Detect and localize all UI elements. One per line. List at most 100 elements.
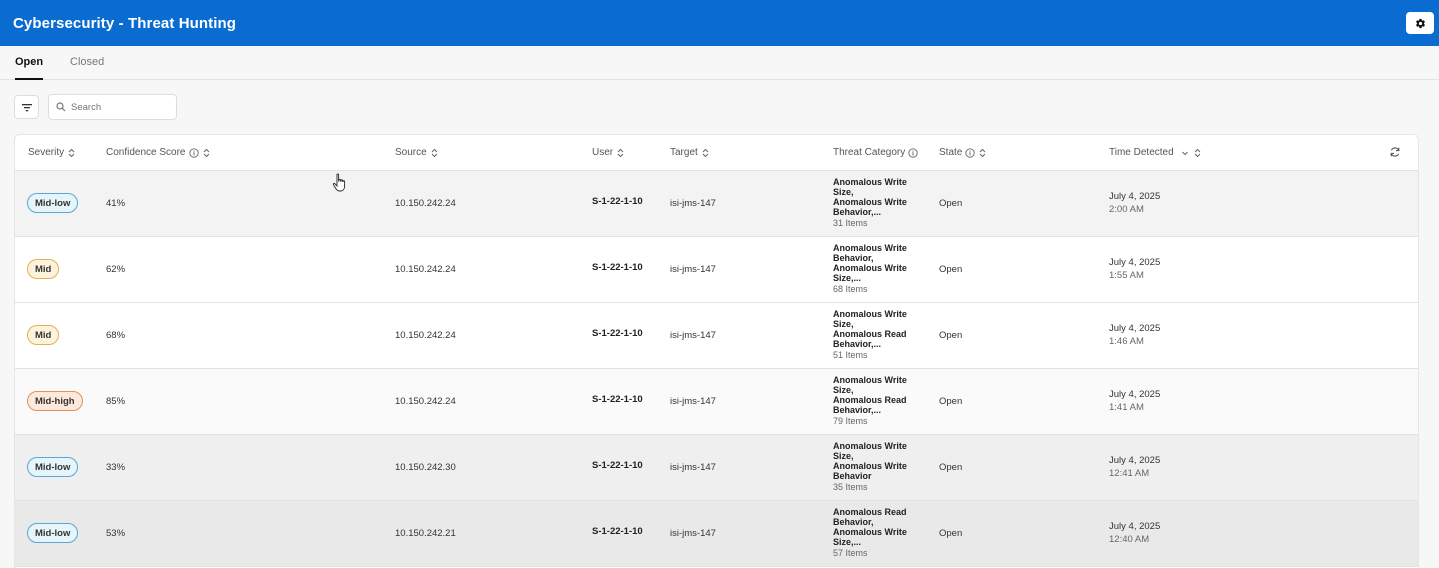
category-line: Anomalous Read — [833, 329, 907, 339]
threat-category: Anomalous Write Size, Anomalous Write Behav… — [833, 177, 933, 228]
category-line: Size, — [833, 451, 854, 461]
page-title: Cybersecurity - Threat Hunting — [13, 14, 237, 32]
col-severity[interactable]: Severity — [28, 147, 76, 158]
category-line: Behavior,... — [833, 207, 882, 217]
category-line: Size,... — [833, 537, 862, 547]
chevron-down-icon — [1181, 151, 1188, 155]
severity-badge: Mid-low — [27, 457, 79, 477]
category-line: Anomalous Read — [833, 507, 907, 517]
category-line: Size, — [833, 187, 854, 197]
category-line: Anomalous Write — [833, 375, 907, 385]
time-detected: July 4, 2025 2:00 AM — [1109, 190, 1160, 216]
user-id: S-1-22-1-10 — [592, 196, 643, 207]
confidence-score: 53% — [106, 528, 126, 539]
user-id: S-1-22-1-10 — [592, 262, 643, 273]
time: 12:41 AM — [1109, 468, 1150, 479]
source-ip: 10.150.242.21 — [395, 528, 456, 539]
table-row[interactable]: Mid-low 33% 10.150.242.30 S-1-22-1-10 is… — [15, 435, 1418, 501]
time: 1:46 AM — [1109, 336, 1144, 347]
time-detected: July 4, 2025 1:41 AM — [1109, 388, 1160, 414]
category-line: Anomalous Write — [833, 263, 907, 273]
threat-category: Anomalous Read Behavior, Anomalous Write Si… — [833, 507, 933, 558]
col-threat-category[interactable]: Threat Category — [833, 147, 918, 158]
confidence-score: 68% — [106, 330, 126, 341]
table-row[interactable]: Mid-low 41% 10.150.242.24 S-1-22-1-10 is… — [15, 171, 1418, 237]
time-detected: July 4, 2025 1:46 AM — [1109, 322, 1160, 348]
col-source[interactable]: Source — [395, 147, 439, 158]
col-state[interactable]: State — [939, 147, 987, 158]
col-confidence[interactable]: Confidence Score — [106, 147, 211, 158]
category-count: 51 Items — [833, 350, 868, 360]
tab-bar: Open Closed — [0, 46, 1439, 80]
col-time-detected-label: Time Detected — [1109, 147, 1174, 158]
time: 1:55 AM — [1109, 270, 1144, 281]
state: Open — [939, 462, 963, 473]
user-id: S-1-22-1-10 — [592, 394, 643, 405]
tab-open[interactable]: Open — [15, 56, 44, 80]
sort-icon — [203, 148, 209, 157]
confidence-score: 41% — [106, 198, 126, 209]
date: July 4, 2025 — [1109, 191, 1161, 202]
user-id: S-1-22-1-10 — [592, 328, 643, 339]
time: 2:00 AM — [1109, 204, 1144, 215]
category-line: Anomalous Write — [833, 197, 907, 207]
time-detected: July 4, 2025 12:41 AM — [1109, 454, 1160, 480]
col-severity-label: Severity — [28, 147, 65, 158]
severity-badge: Mid — [27, 259, 60, 279]
settings-button[interactable] — [1406, 12, 1434, 34]
sort-icon — [68, 148, 75, 157]
table-row[interactable]: Mid 68% 10.150.242.24 S-1-22-1-10 isi-jm… — [15, 303, 1418, 369]
filter-button[interactable] — [14, 95, 39, 119]
state: Open — [939, 528, 963, 539]
gear-icon — [1415, 18, 1425, 28]
category-count: 57 Items — [833, 548, 868, 558]
category-line: Size, — [833, 319, 854, 329]
target-host: isi-jms-147 — [670, 264, 716, 275]
category-line: Anomalous Write — [833, 243, 907, 253]
sort-icon — [1194, 148, 1201, 157]
target-host: isi-jms-147 — [670, 198, 716, 209]
app-header: Cybersecurity - Threat Hunting — [0, 0, 1439, 46]
time-detected: July 4, 2025 1:55 AM — [1109, 256, 1160, 282]
user-id: S-1-22-1-10 — [592, 460, 643, 471]
user-id: S-1-22-1-10 — [592, 526, 643, 537]
search-input[interactable] — [71, 101, 171, 113]
info-icon[interactable] — [188, 147, 199, 158]
col-user[interactable]: User — [592, 147, 625, 158]
category-count: 68 Items — [833, 284, 868, 294]
time: 1:41 AM — [1109, 402, 1144, 413]
tab-closed[interactable]: Closed — [70, 56, 105, 68]
category-line: Anomalous Write — [833, 527, 907, 537]
target-host: isi-jms-147 — [670, 396, 716, 407]
category-line: Anomalous Write — [833, 461, 907, 471]
table-row[interactable]: Mid-low 53% 10.150.242.21 S-1-22-1-10 is… — [15, 501, 1418, 567]
refresh-icon[interactable] — [1389, 146, 1401, 158]
severity-badge: Mid — [27, 325, 60, 345]
category-line: Anomalous Write — [833, 177, 907, 187]
source-ip: 10.150.242.30 — [395, 462, 456, 473]
table-row[interactable]: Mid 62% 10.150.242.24 S-1-22-1-10 isi-jm… — [15, 237, 1418, 303]
sort-icon — [702, 148, 709, 157]
severity-badge: Mid-low — [27, 193, 79, 213]
date: July 4, 2025 — [1109, 323, 1161, 334]
info-icon[interactable] — [908, 147, 918, 158]
category-line: Behavior,... — [833, 339, 882, 349]
category-line: Behavior,... — [833, 405, 882, 415]
col-target[interactable]: Target — [670, 147, 710, 158]
state: Open — [939, 396, 963, 407]
info-icon[interactable] — [965, 147, 976, 158]
date: July 4, 2025 — [1109, 521, 1161, 532]
search-icon — [56, 102, 66, 112]
category-line: Size, — [833, 385, 854, 395]
col-target-label: Target — [670, 147, 698, 158]
threat-category: Anomalous Write Size, Anomalous Read Behavi… — [833, 375, 933, 426]
time: 12:40 AM — [1109, 534, 1150, 545]
confidence-score: 62% — [106, 264, 126, 275]
search-box[interactable] — [48, 94, 177, 120]
category-line: Behavior, — [833, 517, 874, 527]
category-line: Size,... — [833, 273, 862, 283]
col-time-detected[interactable]: Time Detected — [1109, 147, 1202, 158]
col-state-label: State — [939, 147, 963, 158]
table-row[interactable]: Mid-high 85% 10.150.242.24 S-1-22-1-10 i… — [15, 369, 1418, 435]
threat-category: Anomalous Write Behavior, Anomalous Write S… — [833, 243, 933, 294]
